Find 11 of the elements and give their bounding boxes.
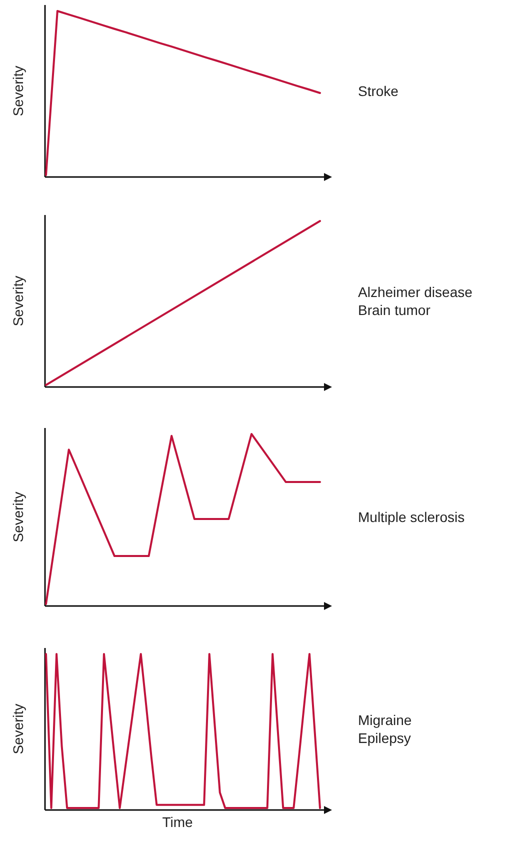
annotation: Brain tumor (358, 302, 431, 318)
x-axis-title: Time (162, 814, 194, 830)
annotation: Alzheimer disease (358, 284, 473, 300)
text: Stroke (358, 83, 399, 99)
y-axis-title: Severity (10, 66, 26, 116)
y-axis-title: Severity (10, 276, 26, 326)
y-axis-title: Severity (10, 704, 26, 754)
text: Multiple sclerosis (358, 509, 465, 525)
text: Migraine (358, 712, 412, 728)
y-axis-title: Severity (10, 492, 26, 542)
text: Epilepsy (358, 730, 411, 746)
